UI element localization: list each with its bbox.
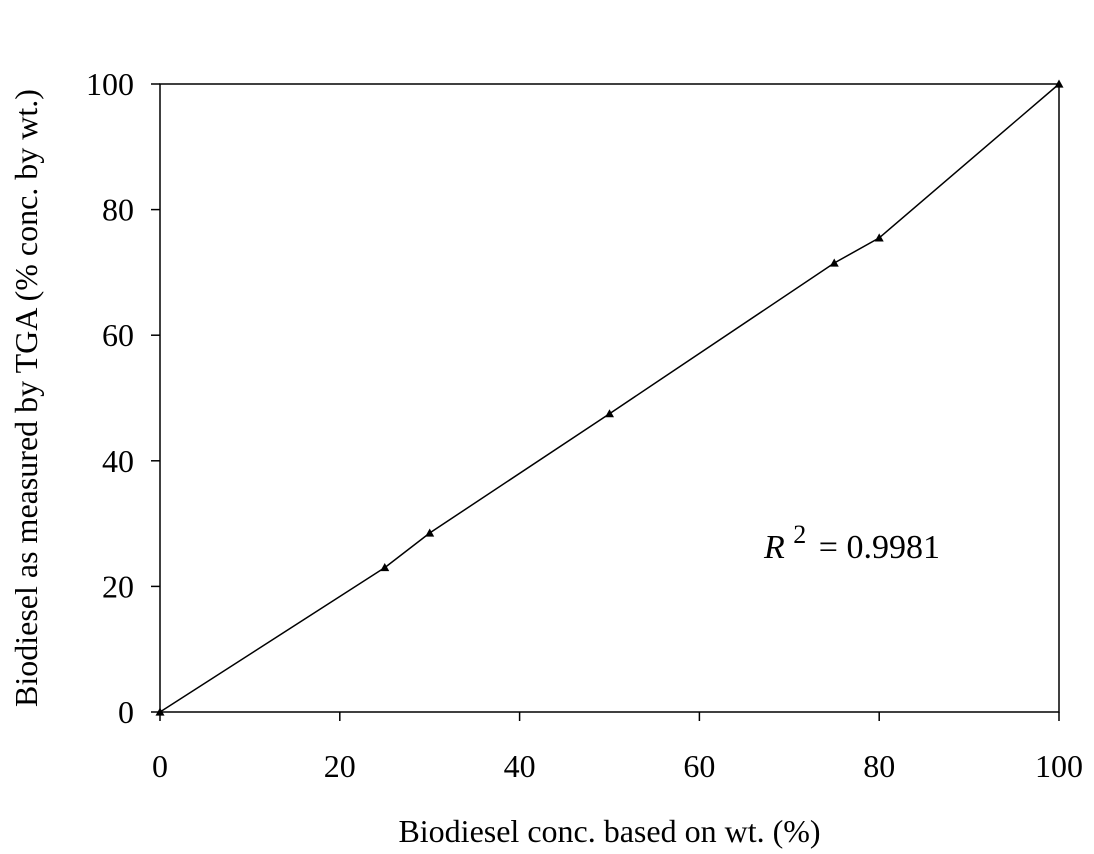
r-symbol: R: [763, 529, 785, 566]
y-tick-label: 20: [102, 568, 134, 604]
x-tick-label: 0: [152, 748, 168, 784]
data-point-marker: [605, 409, 614, 418]
x-tick-label: 20: [324, 748, 356, 784]
x-tick-label: 60: [683, 748, 715, 784]
data-point-marker: [1054, 79, 1064, 88]
data-point-marker: [380, 563, 390, 572]
y-tick-label: 60: [102, 317, 134, 353]
x-axis-title: Biodiesel conc. based on wt. (%): [398, 813, 820, 849]
series-line: [159, 83, 1060, 713]
x-tick-label: 100: [1035, 748, 1083, 784]
series-layer: [155, 79, 1064, 716]
y-axis-ticks: 0 20 40 60 80 100: [86, 66, 160, 730]
data-point-marker: [874, 233, 884, 242]
y-tick-label: 40: [102, 443, 134, 479]
x-tick-label: 40: [504, 748, 536, 784]
y-axis-title: Biodiesel as measured by TGA (% conc. by…: [8, 89, 44, 707]
r-superscript: 2: [793, 520, 806, 549]
y-tick-label: 0: [118, 694, 134, 730]
r-value: = 0.9981: [819, 529, 940, 566]
r-squared-annotation: R 2 = 0.9981: [763, 514, 940, 566]
data-point-marker: [425, 528, 435, 537]
x-tick-label: 80: [863, 748, 895, 784]
plot-area-frame: [159, 83, 1060, 713]
x-axis-ticks: 0 20 40 60 80 100: [152, 712, 1083, 784]
data-point-marker: [829, 258, 839, 267]
y-tick-label: 100: [86, 66, 134, 102]
y-tick-label: 80: [102, 192, 134, 228]
data-point-marker: [155, 707, 165, 716]
